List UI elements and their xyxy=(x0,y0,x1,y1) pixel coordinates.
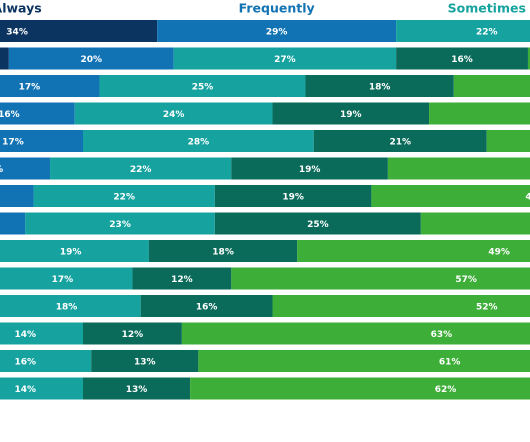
data-label: 28% xyxy=(188,138,210,148)
bar-segment xyxy=(0,295,141,317)
bar-segment xyxy=(396,20,530,42)
bar-segment xyxy=(486,130,530,152)
bar-segment xyxy=(396,47,528,70)
data-label: 22% xyxy=(476,28,498,38)
data-label: 12% xyxy=(122,330,144,340)
bar-segment xyxy=(74,102,273,125)
data-label: 25% xyxy=(192,83,214,93)
bar-segment xyxy=(157,20,397,42)
bar-segment xyxy=(313,130,487,152)
bar-segment xyxy=(0,377,83,400)
bar-segment xyxy=(305,75,454,97)
bar-segment xyxy=(83,377,191,400)
data-label: 40% xyxy=(525,193,530,203)
data-label: 14% xyxy=(15,330,37,340)
data-label: 27% xyxy=(274,55,296,65)
data-label: 19% xyxy=(340,110,362,120)
bar-segment xyxy=(0,322,83,345)
bar-segment xyxy=(527,47,530,70)
data-label: 13% xyxy=(134,358,156,368)
data-label: 17% xyxy=(2,138,24,148)
data-label: 19% xyxy=(282,193,304,203)
data-label: 16% xyxy=(0,110,20,120)
legend-entry: Sometimes xyxy=(448,1,526,16)
bar-segment xyxy=(83,130,314,152)
bar-segment xyxy=(148,240,298,262)
bar-segment xyxy=(33,185,215,207)
bar-segment xyxy=(0,240,149,262)
bar-segment xyxy=(132,267,232,290)
data-label: 22% xyxy=(130,165,152,175)
bar-segment xyxy=(453,75,530,97)
bar-segment xyxy=(231,157,388,180)
bar-segment xyxy=(0,130,83,152)
data-label: 19% xyxy=(299,165,321,175)
data-label: 52% xyxy=(476,303,498,313)
bar-segment xyxy=(181,322,530,345)
data-label: 16% xyxy=(451,55,473,65)
data-label: 25% xyxy=(307,220,329,230)
bar-segment xyxy=(420,212,530,235)
bar-segment xyxy=(371,185,530,207)
data-label: 20% xyxy=(80,55,102,65)
data-label: 49% xyxy=(488,248,510,258)
bar-segment xyxy=(25,212,215,235)
data-label: 18% xyxy=(56,303,78,313)
data-label: 17% xyxy=(52,275,74,285)
data-label: 34% xyxy=(6,28,28,38)
data-label: 21% xyxy=(389,138,411,148)
data-label: 19% xyxy=(60,248,82,258)
data-label: 14% xyxy=(15,385,37,395)
data-label: 17% xyxy=(19,83,41,93)
bar-segment xyxy=(0,102,75,125)
data-label: 12% xyxy=(171,275,193,285)
bar-segment xyxy=(91,350,199,372)
data-label: 57% xyxy=(455,275,477,285)
legend-entry: Always xyxy=(0,1,42,16)
data-label: 13% xyxy=(126,385,148,395)
bar-segment xyxy=(173,47,397,70)
bar-segment xyxy=(214,212,421,235)
data-label: 18% xyxy=(212,248,234,258)
data-label: 18% xyxy=(369,83,391,93)
bar-segment xyxy=(0,350,92,372)
bar-segment xyxy=(272,102,430,125)
bar-segment xyxy=(429,102,530,125)
bar-segment xyxy=(0,212,26,235)
data-label: 24% xyxy=(163,110,185,120)
data-label: 63% xyxy=(431,330,453,340)
data-label: 16% xyxy=(15,358,37,368)
bar-segment xyxy=(190,377,530,400)
bar-segment xyxy=(0,20,158,42)
bar-segment xyxy=(0,185,34,207)
data-label: 29% xyxy=(266,28,288,38)
bar-segment xyxy=(0,157,51,180)
bar-segment xyxy=(8,47,174,70)
bar-segment xyxy=(387,157,530,180)
data-label: 22% xyxy=(113,193,135,203)
bar-segment xyxy=(83,322,182,345)
bar-segment xyxy=(297,240,530,262)
bar-segment xyxy=(50,157,232,180)
bar-segment xyxy=(272,295,530,317)
bar-segment xyxy=(0,47,9,70)
data-label: 16% xyxy=(196,303,218,313)
data-label: 61% xyxy=(439,358,461,368)
data-label: 23% xyxy=(109,220,131,230)
bar-segment xyxy=(198,350,530,372)
legend-entry: Frequently xyxy=(239,1,315,16)
bar-segment xyxy=(214,185,372,207)
data-label: 62% xyxy=(435,385,457,395)
bar-segment xyxy=(0,267,133,290)
data-label: 14% xyxy=(0,165,3,175)
bar-segment xyxy=(231,267,530,290)
bar-segment xyxy=(99,75,306,97)
bar-segment xyxy=(140,295,273,317)
bar-segment xyxy=(0,75,100,97)
